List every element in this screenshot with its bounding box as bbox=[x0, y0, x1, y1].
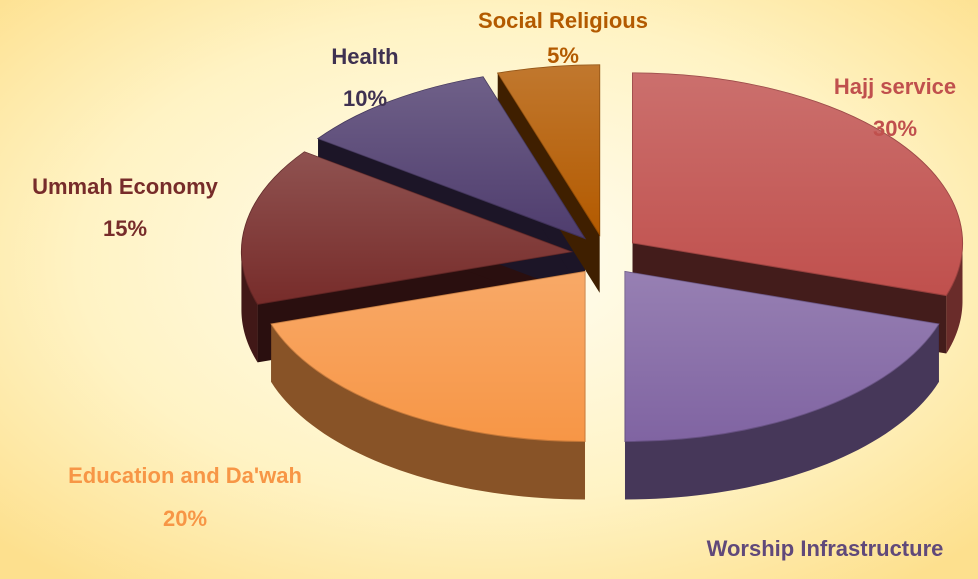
slice-shine bbox=[271, 271, 586, 442]
slice-label: Ummah Economy bbox=[32, 174, 219, 199]
slice-label: Hajj service bbox=[834, 74, 956, 99]
slice-tops bbox=[240, 64, 964, 443]
slice-shine bbox=[318, 76, 586, 239]
slice-label: Education and Da'wah bbox=[68, 463, 302, 488]
slice-shine bbox=[241, 151, 572, 305]
slice-shine bbox=[497, 64, 600, 235]
slice-side bbox=[624, 324, 939, 500]
labels: Hajj service 30% Worship Infrastructure 20%… bbox=[32, 8, 956, 579]
slice-value-label: 5% bbox=[547, 43, 579, 68]
slice-value-label: 15% bbox=[103, 216, 147, 241]
slice-value-label: 10% bbox=[343, 86, 387, 111]
slice-side bbox=[271, 324, 586, 500]
slice-label: Social Religious bbox=[478, 8, 648, 33]
slice-value-label: 20% bbox=[163, 506, 207, 531]
slice-value-label: 20% bbox=[803, 576, 847, 579]
slice-value-label: 30% bbox=[873, 116, 917, 141]
slice-shine bbox=[632, 73, 963, 296]
slice-label: Health bbox=[331, 44, 398, 69]
slice-shine bbox=[624, 271, 939, 442]
slice-label: Worship Infrastructure bbox=[707, 536, 944, 561]
